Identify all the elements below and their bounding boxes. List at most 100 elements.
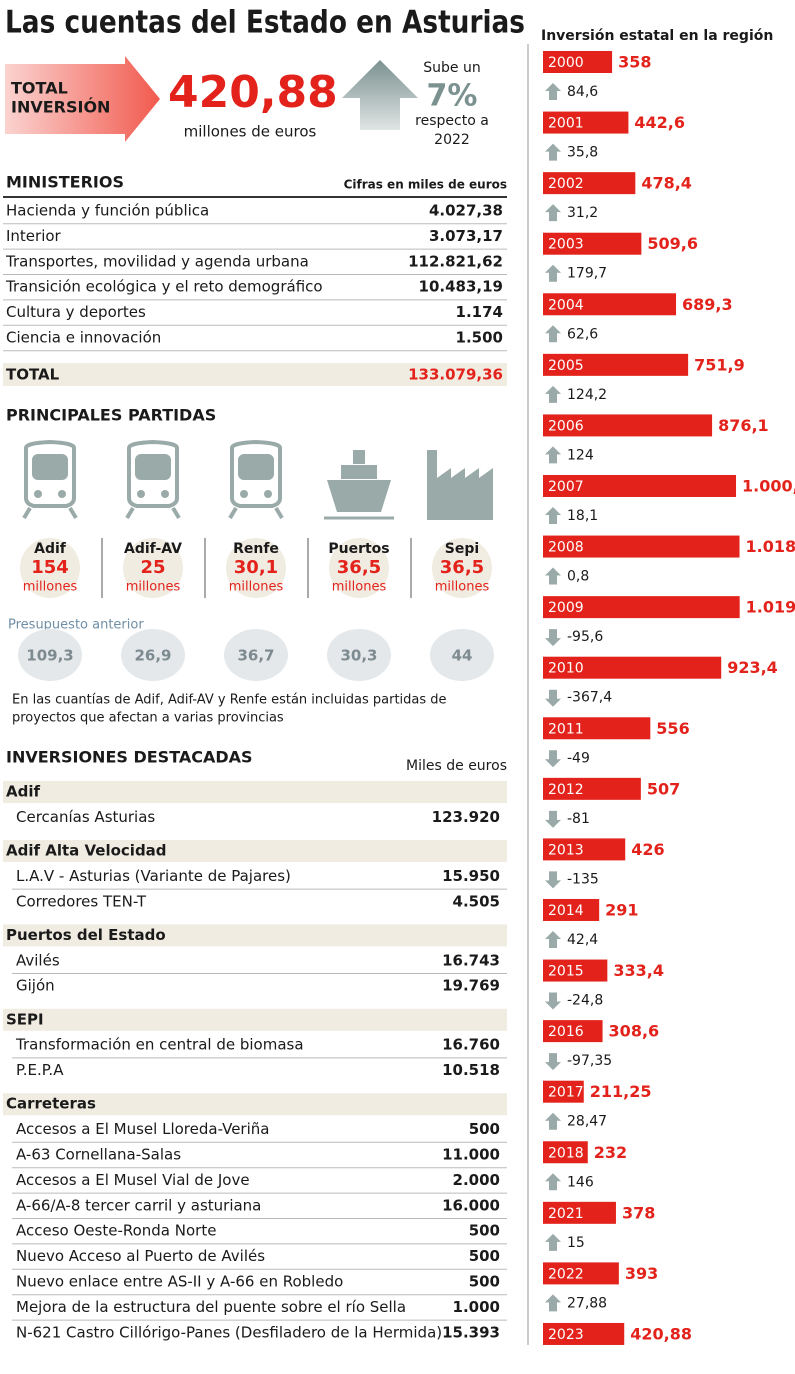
bar xyxy=(543,353,689,376)
icon xyxy=(228,439,284,520)
year-label: 2023 xyxy=(548,1327,584,1343)
item-previous: 30,3 xyxy=(340,647,377,665)
value-label: 507 xyxy=(647,779,680,798)
bar xyxy=(543,535,740,558)
train-icon xyxy=(127,439,179,508)
train-light xyxy=(137,490,145,498)
section-title: INVERSIONES DESTACADAS xyxy=(6,748,253,767)
value-label: 308,6 xyxy=(609,1022,660,1041)
year-label: 2013 xyxy=(548,842,584,858)
group-name: Carreteras xyxy=(6,1095,96,1113)
up-arrow xyxy=(545,446,561,464)
value-label: 291 xyxy=(605,900,638,919)
value-bg xyxy=(123,538,183,598)
section-note: Cifras en miles de euros xyxy=(344,178,507,192)
row-value: 500 xyxy=(469,1247,500,1265)
item-unit: millones xyxy=(23,580,78,595)
train-light xyxy=(161,490,169,498)
train-legs xyxy=(228,506,284,520)
train-icon xyxy=(24,439,76,508)
previous-bg xyxy=(121,629,185,681)
row-label: Hacienda y función pública xyxy=(6,202,209,220)
year-label: 2008 xyxy=(548,540,584,556)
value-label: 1.018,2 xyxy=(746,537,795,556)
train-light xyxy=(240,490,248,498)
row-value: 3.073,17 xyxy=(429,227,503,245)
total-value: 133.079,36 xyxy=(408,366,503,384)
year-label: 2017 xyxy=(548,1085,584,1101)
icon xyxy=(125,439,181,520)
item-name: Adif-AV xyxy=(124,541,182,557)
icon xyxy=(427,450,493,520)
section-title: MINISTERIOS xyxy=(6,173,124,192)
value-label: 556 xyxy=(656,719,689,738)
row-value: 2.000 xyxy=(453,1171,500,1189)
up-arrow xyxy=(545,143,561,161)
row-label: Avilés xyxy=(16,951,60,969)
group-bg xyxy=(3,840,507,862)
row-value: 15.950 xyxy=(442,867,500,885)
year-label: 2010 xyxy=(548,661,584,677)
change-label: -24,8 xyxy=(567,993,603,1009)
title: Las cuentas del Estado en Asturias xyxy=(5,5,525,41)
up-arrow xyxy=(545,264,561,282)
item-unit: millones xyxy=(332,580,387,595)
value-label: 426 xyxy=(631,840,664,859)
change-post: respecto a xyxy=(415,113,489,129)
change-label: 84,6 xyxy=(567,84,598,100)
change-label: -97,35 xyxy=(567,1053,612,1069)
train-icon xyxy=(230,439,282,508)
year-label: 2014 xyxy=(548,903,584,919)
row-value: 16.000 xyxy=(442,1196,500,1214)
year-label: 2018 xyxy=(548,1145,584,1161)
row-value: 4.505 xyxy=(453,892,500,910)
row-value: 10.483,19 xyxy=(419,278,503,296)
group-name: Puertos del Estado xyxy=(6,926,166,944)
year-label: 2015 xyxy=(548,964,584,980)
year-label: 2009 xyxy=(548,600,584,616)
up-arrow xyxy=(545,1233,561,1251)
bar xyxy=(543,1201,616,1224)
row-label: Cultura y deportes xyxy=(6,303,146,321)
value-label: 1.000,1 xyxy=(742,476,795,495)
up-arrow xyxy=(545,1173,561,1191)
bar xyxy=(543,717,651,740)
change-label: 0,8 xyxy=(567,569,589,585)
down-arrow xyxy=(545,750,561,768)
row-value: 1.174 xyxy=(456,303,503,321)
change-pre: Sube un xyxy=(423,60,480,76)
row-value: 10.518 xyxy=(442,1061,500,1079)
year-label: 2005 xyxy=(548,358,584,374)
group-bg xyxy=(3,924,507,947)
change-label: 179,7 xyxy=(567,266,607,282)
bar xyxy=(543,1080,584,1103)
value-label: 333,4 xyxy=(613,961,664,980)
total-bg xyxy=(3,363,507,386)
item-name: Sepi xyxy=(445,541,479,557)
up-arrow xyxy=(545,1294,561,1312)
value-label: 378 xyxy=(622,1203,655,1222)
train-legs xyxy=(125,506,181,520)
item-previous: 26,9 xyxy=(134,647,171,665)
down-arrow xyxy=(545,810,561,828)
up-arrow xyxy=(545,325,561,343)
bar xyxy=(543,293,677,316)
value-label: 509,6 xyxy=(647,234,698,253)
row-value: 4.027,38 xyxy=(429,202,503,220)
up-arrow xyxy=(545,204,561,222)
section-note: Miles de euros xyxy=(406,758,507,774)
row-value: 16.743 xyxy=(442,951,500,969)
group-bg xyxy=(3,1008,507,1031)
group-bg xyxy=(3,1093,507,1116)
row-label: Gijón xyxy=(16,977,55,995)
row-label: N-621 Castro Cillórigo-Panes (Desfilader… xyxy=(16,1323,442,1341)
bar xyxy=(543,777,641,800)
row-value: 1.000 xyxy=(453,1298,500,1316)
bar xyxy=(543,596,740,619)
change-label: 28,47 xyxy=(567,1114,607,1130)
change-label: 42,4 xyxy=(567,932,598,948)
down-arrow xyxy=(545,629,561,647)
group-bg xyxy=(3,781,507,803)
change-label: 146 xyxy=(567,1174,594,1190)
